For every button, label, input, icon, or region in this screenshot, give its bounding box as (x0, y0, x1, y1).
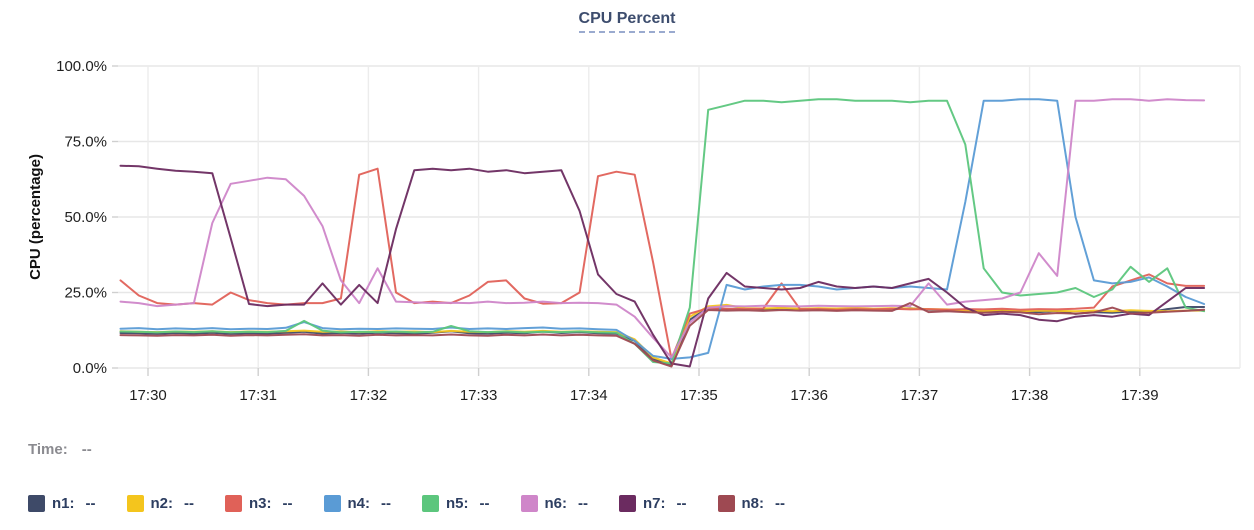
legend-value: -- (676, 495, 687, 512)
legend-label: n2: (150, 495, 174, 512)
y-tick-label: 0.0% (73, 360, 107, 377)
legend-item-n3[interactable]: n3: -- (225, 495, 293, 512)
legend-swatch-icon (619, 495, 636, 512)
x-tick-label: 17:34 (570, 387, 608, 404)
legend-item-n5[interactable]: n5: -- (422, 495, 490, 512)
x-tick-label: 17:30 (129, 387, 167, 404)
y-tick-label: 50.0% (64, 209, 107, 226)
legend-item-n6[interactable]: n6: -- (520, 495, 588, 512)
legend-value: -- (479, 495, 490, 512)
x-tick-label: 17:31 (239, 387, 277, 404)
x-tick-label: 17:37 (901, 387, 939, 404)
legend-swatch-icon (422, 495, 439, 512)
legend-item-n8[interactable]: n8: -- (717, 495, 785, 512)
x-tick-label: 17:33 (460, 387, 498, 404)
legend-item-n1[interactable]: n1: -- (28, 495, 96, 512)
legend-swatch-icon (28, 495, 45, 512)
y-axis-label: CPU (percentage) (27, 154, 44, 280)
legend-label: n8: (741, 495, 765, 512)
legend-value: -- (775, 495, 785, 512)
x-tick-label: 17:39 (1121, 387, 1159, 404)
legend-value: -- (578, 495, 588, 512)
legend-label: n4: (347, 495, 371, 512)
legend-item-n7[interactable]: n7: -- (619, 495, 687, 512)
series-line-n3 (119, 167, 1206, 360)
series-line-n2 (119, 303, 1206, 365)
legend-label: n3: (249, 495, 272, 512)
y-tick-label: 75.0% (64, 134, 107, 151)
series-line-n8 (119, 302, 1206, 368)
legend-label: n5: (446, 495, 469, 512)
chart-title[interactable]: CPU Percent (578, 10, 676, 33)
x-tick-label: 17:36 (790, 387, 828, 404)
x-tick-label: 17:32 (350, 387, 388, 404)
y-tick-label: 25.0% (64, 285, 107, 302)
legend-swatch-icon (323, 495, 341, 512)
legend-swatch-icon (520, 495, 538, 512)
legend-swatch-icon (225, 495, 242, 512)
time-label: Time: (28, 441, 68, 458)
legend-swatch-icon (717, 495, 735, 512)
chart-legend: n1: -- n2: -- n3: -- n4: -- n5: -- n6: -- n7: -- n8: -- (28, 495, 816, 512)
legend-item-n4[interactable]: n4: -- (323, 495, 391, 512)
legend-value: -- (85, 495, 96, 512)
chart-title-row: CPU Percent (0, 10, 1254, 33)
cpu-percent-chart[interactable]: 0.0% 25.0% 50.0% 75.0% 100.0% 17:30 17:31 17:32… (0, 0, 1254, 415)
legend-item-n2[interactable]: n2: -- (126, 495, 194, 512)
legend-label: n7: (643, 495, 666, 512)
plot-area[interactable] (118, 66, 1240, 368)
legend-label: n1: (52, 495, 75, 512)
x-tick-label: 17:38 (1011, 387, 1049, 404)
legend-label: n6: (544, 495, 568, 512)
time-value: -- (81, 441, 92, 458)
legend-value: -- (184, 495, 194, 512)
series-line-n7 (119, 164, 1206, 368)
x-tick-label: 17:35 (680, 387, 718, 404)
legend-swatch-icon (126, 495, 144, 512)
legend-value: -- (381, 495, 391, 512)
legend-value: -- (282, 495, 293, 512)
y-tick-label: 100.0% (56, 58, 107, 75)
time-readout: Time: -- (28, 441, 92, 458)
